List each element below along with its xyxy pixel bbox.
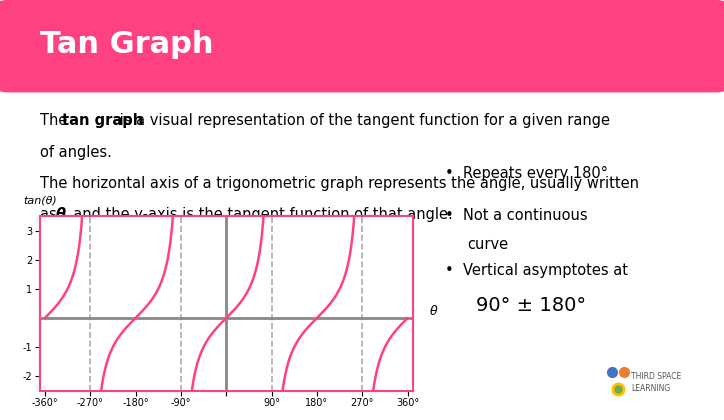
FancyBboxPatch shape [0, 0, 724, 92]
Text: curve: curve [467, 237, 508, 252]
Text: The horizontal axis of a trigonometric graph represents the angle, usually writt: The horizontal axis of a trigonometric g… [40, 176, 639, 191]
Text: as: as [40, 207, 62, 222]
Text: is a visual representation of the tangent function for a given range: is a visual representation of the tangen… [115, 113, 610, 129]
Text: 90° ± 180°: 90° ± 180° [476, 296, 586, 315]
Text: •  Not a continuous: • Not a continuous [445, 208, 588, 223]
Text: θ: θ [429, 305, 437, 318]
Text: The: The [40, 113, 72, 129]
Text: , and the y-axis is the tangent function of that angle.: , and the y-axis is the tangent function… [64, 207, 452, 222]
Text: of angles.: of angles. [40, 145, 111, 160]
Text: THIRD SPACE
LEARNING: THIRD SPACE LEARNING [631, 372, 681, 393]
Text: Tan Graph: Tan Graph [40, 30, 214, 60]
Text: tan graph: tan graph [62, 113, 143, 129]
Text: θ: θ [56, 207, 66, 222]
Text: •  Vertical asymptotes at: • Vertical asymptotes at [445, 262, 628, 278]
Text: tan(θ): tan(θ) [23, 196, 56, 206]
Text: •  Repeats every 180°: • Repeats every 180° [445, 166, 608, 181]
